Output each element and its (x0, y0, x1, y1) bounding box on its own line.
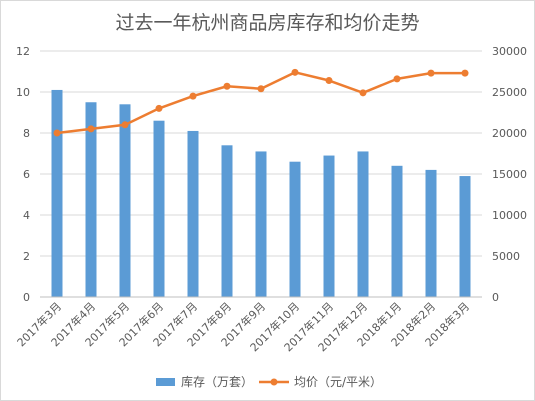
bar (153, 120, 165, 297)
y-right-tick-label: 25000 (492, 86, 527, 99)
line-point (291, 68, 299, 76)
line-point (223, 82, 231, 90)
y-left-tick-label: 6 (23, 168, 30, 181)
bar (289, 161, 301, 297)
line-point (393, 75, 401, 83)
line-point (325, 77, 333, 85)
line-point (121, 121, 129, 129)
y-left-tick-label: 4 (23, 209, 30, 222)
y-right-tick-label: 10000 (492, 209, 527, 222)
legend-swatch-marker (270, 378, 278, 386)
bar (85, 102, 97, 297)
bar (391, 165, 403, 297)
line-point (53, 129, 61, 137)
bar (459, 176, 471, 297)
line-point (427, 69, 435, 77)
y-right-tick-label: 0 (492, 291, 499, 304)
line-point (461, 69, 469, 77)
bar (119, 104, 131, 297)
y-right-tick-label: 15000 (492, 168, 527, 181)
y-left-tick-label: 8 (23, 127, 30, 140)
line-point (359, 89, 367, 97)
bar (323, 155, 335, 297)
line-point (189, 92, 197, 100)
bar (51, 89, 63, 297)
legend-label-bar: 库存（万套） (181, 374, 253, 389)
y-left-tick-label: 12 (16, 45, 30, 58)
line-series (56, 71, 465, 135)
legend-label-line: 均价（元/平米） (294, 375, 382, 389)
bar (221, 145, 233, 297)
bar (425, 169, 437, 297)
y-left-tick-label: 2 (23, 250, 30, 263)
y-left-tick-label: 10 (16, 86, 30, 99)
line-point (155, 104, 163, 112)
y-right-tick-label: 30000 (492, 45, 527, 58)
bar (187, 130, 199, 297)
y-right-tick-label: 20000 (492, 127, 527, 140)
line-point (87, 125, 95, 133)
chart-title: 过去一年杭州商品房库存和均价走势 (115, 12, 420, 34)
y-left-tick-label: 0 (23, 291, 30, 304)
bar (357, 151, 369, 297)
y-right-tick-label: 5000 (492, 250, 520, 263)
legend-swatch-bar (156, 378, 175, 386)
line-point (257, 85, 265, 93)
bar (255, 151, 267, 297)
